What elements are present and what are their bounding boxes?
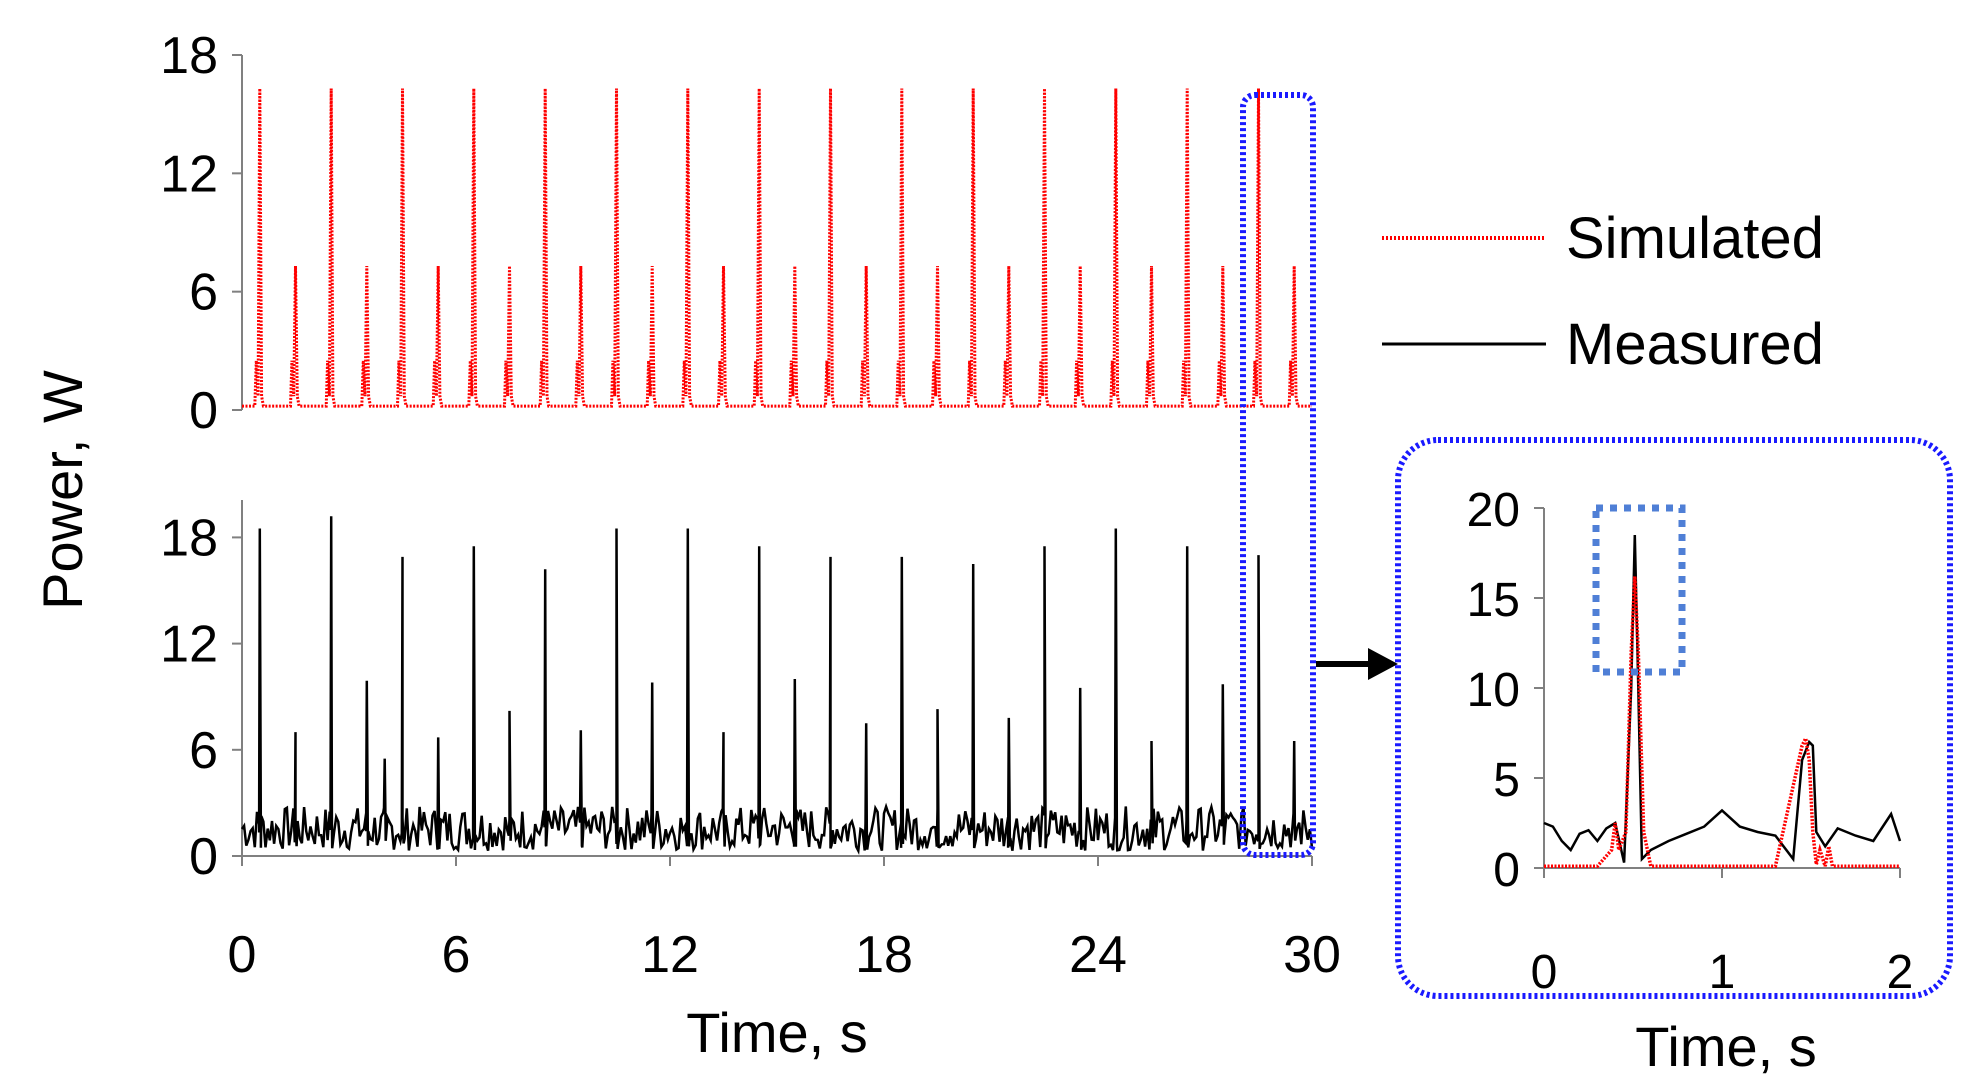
x-axis-label-main: Time, s <box>686 1001 867 1064</box>
y-tick-label: 15 <box>1467 574 1520 627</box>
y-tick-label: 0 <box>189 382 218 440</box>
x-tick-label: 1 <box>1709 946 1736 999</box>
x-tick-label: 30 <box>1283 926 1341 984</box>
x-tick-label: 6 <box>442 926 471 984</box>
y-tick-label: 12 <box>160 616 218 674</box>
y-tick-label: 18 <box>160 509 218 567</box>
x-tick-label: 0 <box>228 926 257 984</box>
x-tick-label: 12 <box>641 926 699 984</box>
y-tick-label: 5 <box>1493 754 1520 807</box>
x-axis-label-inset: Time, s <box>1635 1015 1816 1078</box>
series-line-measured <box>240 516 1314 856</box>
y-tick-label: 6 <box>189 722 218 780</box>
inset-frame <box>1395 437 1953 999</box>
x-tick-label: 24 <box>1069 926 1127 984</box>
legend-label-measured: Measured <box>1566 312 1824 377</box>
y-tick-label: 0 <box>189 828 218 886</box>
x-tick-label: 0 <box>1531 946 1558 999</box>
series-line-simulated <box>242 88 1312 408</box>
y-tick-label: 6 <box>189 264 218 322</box>
legend: Simulated Measured <box>1382 206 1824 377</box>
inset-series-line-simulated <box>1544 576 1900 868</box>
peak-zoom-box <box>1592 504 1686 676</box>
x-tick-label: 18 <box>855 926 913 984</box>
zoom-arrow <box>1316 648 1398 680</box>
y-axis-label: Power, W <box>31 370 94 610</box>
y-tick-label: 20 <box>1467 484 1520 537</box>
inset-series-line-measured <box>1543 534 1902 863</box>
y-tick-label: 0 <box>1493 844 1520 897</box>
inset-panel: 0 5 10 15 20 0 1 2 Time, s <box>1395 437 1953 1078</box>
measured-panel: 0 6 12 18 0 6 12 18 24 30 Time, s <box>160 500 1341 1064</box>
y-tick-label: 18 <box>160 27 218 85</box>
legend-label-simulated: Simulated <box>1566 206 1824 271</box>
y-tick-label: 12 <box>160 145 218 203</box>
arrow-head-icon <box>1368 648 1398 680</box>
highlight-region <box>1240 92 1316 858</box>
simulated-panel: 0 6 12 18 <box>160 27 1312 440</box>
x-tick-label: 2 <box>1887 946 1914 999</box>
y-tick-label: 10 <box>1467 664 1520 717</box>
